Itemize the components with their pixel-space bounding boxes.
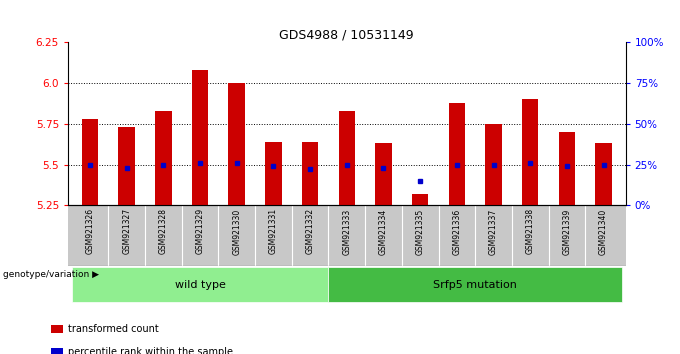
Text: GSM921339: GSM921339 <box>562 208 571 255</box>
Text: wild type: wild type <box>175 280 226 290</box>
Title: GDS4988 / 10531149: GDS4988 / 10531149 <box>279 28 414 41</box>
Text: GSM921338: GSM921338 <box>526 208 534 255</box>
Bar <box>449 103 465 205</box>
Bar <box>155 111 171 205</box>
Bar <box>339 111 355 205</box>
Text: GSM921334: GSM921334 <box>379 208 388 255</box>
Bar <box>228 83 245 205</box>
Text: GSM921340: GSM921340 <box>599 208 608 255</box>
Bar <box>118 127 135 205</box>
Text: GSM921326: GSM921326 <box>86 208 95 255</box>
Text: GSM921333: GSM921333 <box>342 208 352 255</box>
Text: genotype/variation ▶: genotype/variation ▶ <box>3 270 99 279</box>
Text: GSM921337: GSM921337 <box>489 208 498 255</box>
Bar <box>192 70 208 205</box>
Bar <box>486 124 502 205</box>
Bar <box>265 142 282 205</box>
Bar <box>412 194 428 205</box>
Bar <box>82 119 99 205</box>
Text: Srfp5 mutation: Srfp5 mutation <box>433 280 517 290</box>
Text: GSM921335: GSM921335 <box>415 208 425 255</box>
Text: GSM921332: GSM921332 <box>305 208 315 255</box>
Bar <box>302 142 318 205</box>
Text: percentile rank within the sample: percentile rank within the sample <box>68 347 233 354</box>
Text: transformed count: transformed count <box>68 324 158 333</box>
Text: GSM921336: GSM921336 <box>452 208 461 255</box>
Text: GSM921327: GSM921327 <box>122 208 131 255</box>
Text: GSM921331: GSM921331 <box>269 208 278 255</box>
Bar <box>522 99 539 205</box>
Bar <box>71 268 328 302</box>
Bar <box>595 143 612 205</box>
Bar <box>559 132 575 205</box>
Bar <box>375 143 392 205</box>
Text: GSM921328: GSM921328 <box>159 208 168 254</box>
Text: GSM921330: GSM921330 <box>233 208 241 255</box>
Bar <box>328 268 622 302</box>
Text: GSM921329: GSM921329 <box>196 208 205 255</box>
